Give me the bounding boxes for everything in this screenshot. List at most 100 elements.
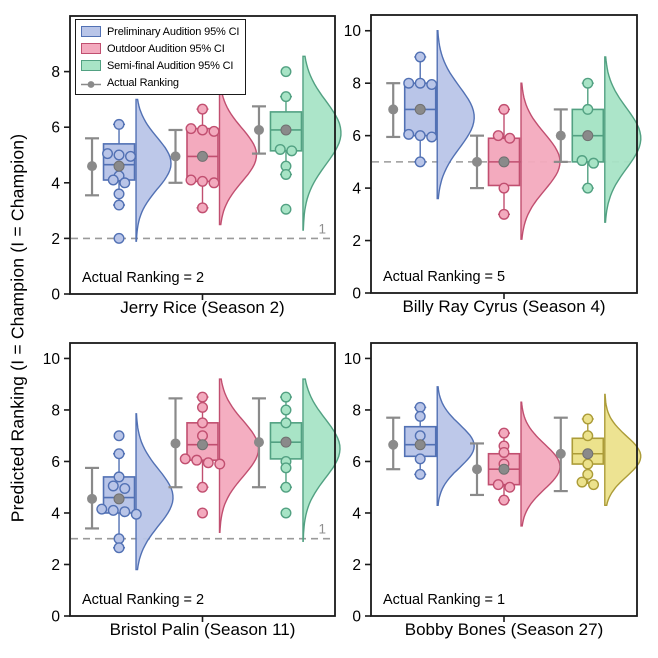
panel-title: Jerry Rice (Season 2) [120, 298, 284, 317]
data-point [280, 462, 292, 474]
data-point [274, 143, 286, 155]
y-tick-label: 8 [51, 64, 60, 81]
legend-item: Actual Ranking [81, 74, 239, 91]
legend-line-dot-icon [81, 77, 101, 88]
data-point [403, 128, 415, 140]
y-tick-label: 0 [51, 609, 60, 626]
half-violin [436, 30, 475, 200]
mean-ci-dot [555, 448, 566, 459]
data-point [280, 417, 292, 429]
data-point [414, 453, 426, 465]
data-point [113, 188, 125, 200]
panel-3: 1 Actual Ranking = 2 Bristol Palin (Season… [43, 342, 341, 639]
data-point [179, 453, 191, 465]
data-point [582, 182, 594, 194]
panel-title: Billy Ray Cyrus (Season 4) [402, 297, 605, 316]
annotation-text: Actual Ranking = 2 [82, 270, 204, 286]
actual-mean-dot [113, 160, 125, 172]
data-point [504, 481, 516, 493]
data-point [286, 145, 298, 157]
data-point [414, 430, 426, 442]
annotation-text: Actual Ranking = 2 [82, 592, 204, 608]
data-point [492, 130, 504, 142]
half-violin [436, 386, 475, 506]
data-point [196, 391, 208, 403]
data-point [414, 401, 426, 413]
data-point [582, 458, 594, 470]
legend-swatch-icon [81, 26, 101, 37]
data-point [576, 476, 588, 488]
data-point [498, 494, 510, 506]
data-point [113, 430, 125, 442]
legend-label: Actual Ranking [107, 76, 179, 89]
data-point [280, 481, 292, 493]
data-point [196, 124, 208, 136]
panel-title: Bristol Palin (Season 11) [110, 620, 296, 639]
panel-1: 1 Actual Ranking = 2 Jerry Rice (Season 2)… [51, 15, 342, 317]
data-point [414, 51, 426, 63]
half-violin [218, 76, 258, 226]
y-tick-label: 2 [51, 557, 60, 574]
y-tick-label: 8 [352, 402, 361, 419]
data-point [208, 177, 220, 189]
data-point [498, 103, 510, 115]
half-violin [604, 56, 642, 223]
y-tick-label: 8 [352, 76, 361, 93]
data-point [196, 175, 208, 187]
annotation-text: Actual Ranking = 5 [383, 269, 505, 285]
data-point [414, 130, 426, 142]
data-point [119, 506, 131, 518]
legend-swatch-icon [81, 60, 101, 71]
actual-mean-dot [197, 150, 208, 162]
data-point [196, 202, 208, 214]
actual-mean-dot [582, 130, 594, 142]
panel-4: Actual Ranking = 1 Bobby Bones (Season 27… [344, 342, 642, 639]
data-point [185, 123, 197, 135]
half-violin [520, 401, 561, 527]
y-axis-label: Predicted Ranking (I = Champion (I = Cha… [7, 133, 28, 523]
y-tick-label: 0 [352, 286, 361, 303]
dash-label: 1 [318, 522, 326, 537]
actual-mean-dot [498, 463, 510, 475]
y-tick-label: 6 [352, 454, 361, 471]
data-point [414, 468, 426, 480]
legend-label: Outdoor Audition 95% CI [107, 42, 225, 55]
data-point [202, 457, 214, 469]
y-tick-label: 6 [352, 128, 361, 145]
y-tick-label: 10 [344, 351, 362, 368]
mean-ci-dot [87, 493, 98, 504]
legend-label: Preliminary Audition 95% CI [107, 25, 240, 38]
data-point [280, 404, 292, 416]
data-point [125, 150, 137, 162]
mean-ci-dot [388, 104, 399, 115]
actual-mean-dot [197, 439, 208, 451]
legend-item: Outdoor Audition 95% CI [81, 40, 239, 57]
data-point [426, 78, 438, 90]
data-point [498, 446, 510, 458]
legend-item: Preliminary Audition 95% CI [81, 23, 239, 40]
mean-ci-dot [555, 130, 566, 141]
mean-ci-dot [472, 464, 482, 475]
y-tick-label: 4 [352, 505, 361, 522]
panel-2: Actual Ranking = 5 Billy Ray Cyrus (Seaso… [344, 14, 642, 316]
data-point [119, 483, 131, 495]
half-violin [135, 98, 172, 242]
data-point [498, 427, 510, 439]
mean-ci-dot [87, 161, 98, 172]
y-tick-label: 8 [51, 402, 60, 419]
mean-ci-dot [170, 151, 181, 162]
half-violin [218, 378, 260, 533]
actual-mean-dot [280, 436, 292, 448]
data-point [113, 199, 125, 211]
data-point [113, 533, 125, 545]
data-point [196, 103, 208, 115]
y-tick-label: 6 [51, 454, 60, 471]
actual-mean-dot [498, 156, 510, 168]
data-point [113, 448, 125, 460]
data-point [113, 118, 125, 130]
actual-mean-dot [113, 493, 125, 505]
data-point [582, 430, 594, 442]
legend-item: Semi-final Audition 95% CI [81, 57, 239, 74]
data-point [96, 503, 108, 515]
